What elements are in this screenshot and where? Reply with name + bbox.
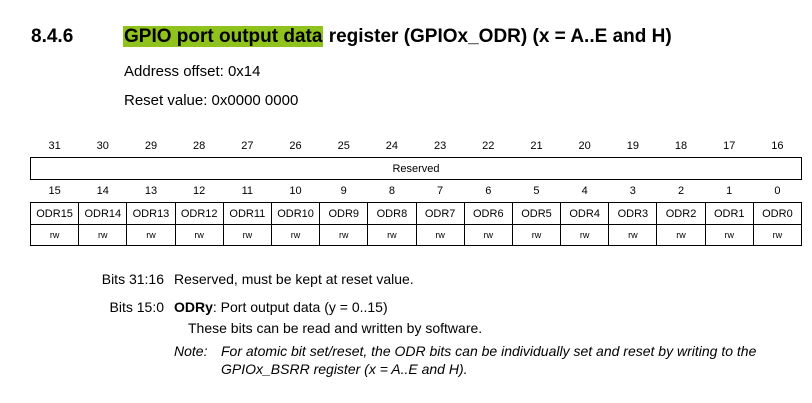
field-name-cell: ODR9: [319, 202, 369, 225]
bit-number: 17: [723, 140, 736, 152]
field-name-cell: ODR2: [656, 202, 706, 225]
bit-number: 0: [774, 185, 781, 197]
bit-number: 1: [726, 185, 733, 197]
bit-number: 6: [485, 185, 492, 197]
field-name-cell: ODR8: [367, 202, 417, 225]
bit-number: 5: [533, 185, 540, 197]
bit-number: 24: [385, 140, 399, 152]
register-table: 31 30 29 28 27 26 25 24 23 22 21 20 19 18 17 16 Reserve…: [29, 135, 803, 246]
section-heading: 8.4.6 GPIO port output data register (GPI…: [31, 26, 672, 48]
reserved-cell: Reserved: [30, 157, 802, 180]
low-bit-numbers-row: 15 14 13 12 11 10 9 8 7 6 5 4 3 2 1 0: [31, 180, 802, 203]
title-rest: register (GPIOx_ODR) (x = A..E and H): [323, 26, 672, 47]
bit-number: 14: [96, 185, 109, 197]
note-label: Note:: [174, 343, 208, 359]
access-type-cell: rw: [656, 224, 706, 246]
access-type-cell: rw: [126, 224, 176, 246]
odry-field-name: ODRy: [174, 299, 213, 315]
field-name-cell: ODR10: [270, 202, 321, 225]
bits-15-0-label: Bits 15:0: [109, 299, 164, 315]
access-type-cell: rw: [29, 224, 80, 246]
field-name-cell: ODR14: [78, 202, 128, 225]
bit-number: 11: [241, 185, 254, 197]
bits-31-16-label: Bits 31:16: [101, 271, 164, 287]
field-name-cell: ODR4: [560, 202, 610, 225]
field-name-cell: ODR5: [511, 202, 562, 225]
bit-number: 3: [629, 185, 636, 197]
field-name-cell: ODR1: [704, 202, 754, 225]
access-type-cell: rw: [704, 224, 754, 246]
access-type-cell: rw: [463, 224, 513, 246]
access-type-cell: rw: [367, 224, 417, 246]
note-line-1: For atomic bit set/reset, the ODR bits c…: [221, 343, 757, 359]
field-name-cell: ODR7: [415, 202, 465, 225]
field-name-cell: ODR6: [463, 202, 513, 225]
field-name-cell: ODR13: [126, 202, 176, 225]
bit-number: 9: [340, 185, 347, 197]
field-name-cell: ODR3: [608, 202, 658, 225]
bit-number: 7: [437, 185, 444, 197]
bit-number: 10: [289, 185, 302, 197]
bit-number: 19: [626, 140, 639, 152]
bit-number: 12: [193, 185, 206, 197]
access-type-cell: rw: [752, 224, 803, 246]
bit-number: 31: [48, 140, 61, 152]
bit-number: 30: [96, 140, 109, 152]
access-type-cell: rw: [174, 224, 224, 246]
field-name-cell: ODR12: [174, 202, 224, 225]
bit-number: 27: [241, 140, 254, 152]
access-type-cell: rw: [415, 224, 465, 246]
access-type-cell: rw: [319, 224, 369, 246]
bit-number: 28: [193, 140, 206, 152]
access-type-cell: rw: [270, 224, 321, 246]
section-number: 8.4.6: [31, 26, 74, 47]
bit-number: 8: [388, 185, 395, 197]
bit-number: 15: [48, 185, 61, 197]
bit-number: 25: [337, 140, 350, 152]
access-row: rw rw rw rw rw rw rw rw rw rw rw rw rw rw rw rw: [29, 224, 803, 246]
bits-15-0-detail: These bits can be read and written by so…: [188, 320, 483, 336]
access-type-cell: rw: [560, 224, 610, 246]
field-names-row: ODR15 ODR14 ODR13 ODR12 ODR11 ODR10 ODR9 ODR8 OD…: [29, 202, 803, 225]
field-name-cell: ODR11: [222, 202, 272, 225]
bit-number: 21: [530, 140, 543, 152]
access-type-cell: rw: [511, 224, 562, 246]
bit-number: 2: [677, 185, 685, 197]
access-type-cell: rw: [78, 224, 128, 246]
field-name-cell: ODR15: [29, 202, 80, 225]
bit-number: 18: [674, 140, 688, 152]
bit-number: 22: [482, 140, 495, 152]
bits-15-0-line: ODRy: Port output data (y = 0..15): [174, 299, 388, 315]
reserved-row: Reserved: [30, 157, 802, 180]
access-type-cell: rw: [608, 224, 658, 246]
bit-number: 26: [289, 140, 302, 152]
bit-number: 23: [433, 140, 447, 152]
bit-number: 16: [771, 140, 784, 152]
highlighted-title: GPIO port output data: [123, 26, 324, 47]
bit-number: 4: [581, 185, 588, 197]
odry-description: : Port output data (y = 0..15): [212, 299, 388, 315]
address-offset: Address offset: 0x14: [124, 63, 261, 80]
bit-number: 13: [144, 185, 158, 197]
bit-number: 29: [144, 140, 158, 152]
note-line-2: GPIOx_BSRR register (x = A..E and H).: [221, 361, 468, 377]
reset-value: Reset value: 0x0000 0000: [124, 92, 299, 109]
field-name-cell: ODR0: [752, 202, 803, 225]
high-bit-numbers-row: 31 30 29 28 27 26 25 24 23 22 21 20 19 18 17 16: [31, 135, 802, 158]
access-type-cell: rw: [222, 224, 272, 246]
bit-number: 20: [578, 140, 591, 152]
bits-31-16-text: Reserved, must be kept at reset value.: [174, 271, 414, 287]
